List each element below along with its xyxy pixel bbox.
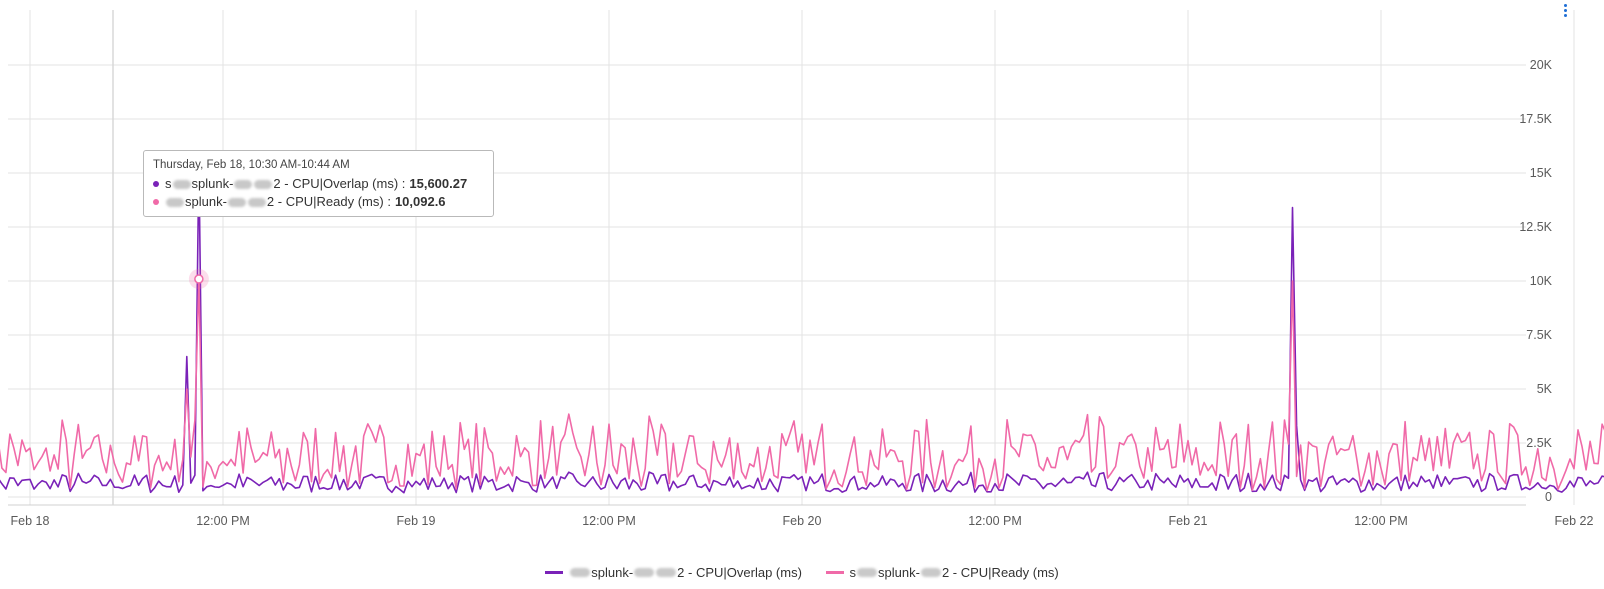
legend-label: 2 - CPU|Overlap (ms) xyxy=(677,565,802,580)
x-tick-label: 12:00 PM xyxy=(968,514,1022,528)
x-axis-labels: Feb 18 12:00 PM Feb 19 12:00 PM Feb 20 12:00 … xyxy=(11,514,1594,528)
redacted-mark xyxy=(227,197,246,207)
y-tick-label: 17.5K xyxy=(1519,112,1552,126)
series-line-ready xyxy=(0,278,1604,492)
legend-prefix: s xyxy=(849,565,857,580)
x-tick-label: Feb 22 xyxy=(1555,514,1594,528)
legend-name: splunk- xyxy=(591,565,634,580)
legend-label: 2 - CPU|Ready (ms) xyxy=(941,565,1059,580)
redacted-mark xyxy=(570,568,591,577)
series-line-overlap xyxy=(0,159,1604,494)
y-tick-label: 12.5K xyxy=(1519,220,1552,234)
overlap-swatch-icon xyxy=(545,571,564,574)
tooltip-series-label: 2 - CPU|Overlap (ms) : xyxy=(273,176,406,191)
redacted-mark xyxy=(234,179,253,189)
tooltip: Thursday, Feb 18, 10:30 AM-10:44 AM s spl… xyxy=(143,150,494,217)
y-tick-label: 10K xyxy=(1530,274,1553,288)
tooltip-row-overlap: s splunk- 2 - CPU|Overlap (ms) : 15,600.27 xyxy=(153,175,483,193)
x-tick-label: 12:00 PM xyxy=(196,514,250,528)
tooltip-value: 15,600.27 xyxy=(409,176,468,191)
y-tick-label: 20K xyxy=(1530,58,1553,72)
ready-swatch-icon xyxy=(825,571,844,574)
tooltip-name: splunk- xyxy=(185,194,227,209)
redacted-mark xyxy=(172,179,191,189)
tooltip-series-label: 2 - CPU|Ready (ms) : xyxy=(266,194,391,209)
tooltip-prefix: s xyxy=(165,176,172,191)
x-tick-label: 12:00 PM xyxy=(582,514,636,528)
redacted-mark xyxy=(166,197,184,207)
legend-item-overlap[interactable]: splunk- 2 - CPU|Overlap (ms) xyxy=(545,565,802,580)
grid xyxy=(8,10,1575,506)
tooltip-title: Thursday, Feb 18, 10:30 AM-10:44 AM xyxy=(153,159,350,171)
redacted-mark xyxy=(857,568,878,577)
ready-dot-icon xyxy=(153,199,159,205)
y-tick-label: 0 xyxy=(1545,490,1552,504)
legend: splunk- 2 - CPU|Overlap (ms) s splunk- 2 - … xyxy=(0,562,1604,580)
legend-item-ready[interactable]: s splunk- 2 - CPU|Ready (ms) xyxy=(825,565,1059,580)
redacted-mark xyxy=(656,568,677,577)
redacted-mark xyxy=(247,197,266,207)
tooltip-value: 10,092.6 xyxy=(394,194,446,209)
legend-name: splunk- xyxy=(878,565,920,580)
redacted-mark xyxy=(634,568,655,577)
overlap-dot-icon xyxy=(153,181,159,187)
x-tick-label: 12:00 PM xyxy=(1354,514,1408,528)
x-tick-label: Feb 18 xyxy=(11,514,50,528)
series-lines xyxy=(0,159,1604,494)
tooltip-name: splunk- xyxy=(191,176,234,191)
tooltip-row-ready: splunk- 2 - CPU|Ready (ms) : 10,092.6 xyxy=(153,193,483,211)
redacted-mark xyxy=(254,179,273,189)
more-options-icon[interactable] xyxy=(1556,2,1574,22)
y-tick-label: 15K xyxy=(1530,166,1553,180)
redacted-mark xyxy=(920,568,941,577)
x-tick-label: Feb 21 xyxy=(1169,514,1208,528)
y-axis-labels: 0 2.5K 5K 7.5K 10K 12.5K 15K 17.5K 20K xyxy=(1519,58,1552,504)
y-tick-label: 2.5K xyxy=(1526,436,1552,450)
x-tick-label: Feb 20 xyxy=(783,514,822,528)
x-tick-label: Feb 19 xyxy=(397,514,436,528)
hover-point-ready xyxy=(194,274,204,284)
y-tick-label: 5K xyxy=(1537,382,1553,396)
y-tick-label: 7.5K xyxy=(1526,328,1552,342)
